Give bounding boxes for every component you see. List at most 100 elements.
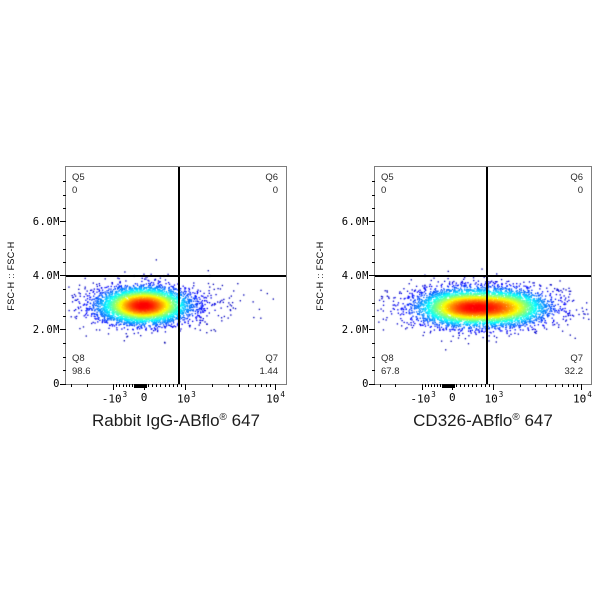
x-axis-title-text: Rabbit IgG-ABflo [91, 411, 220, 430]
flow-plot-isotype-control: 0 2.0M 4.0M 6.0M -103 0 103 104 Q5 0 Q6 0 Q8 98… [6, 166, 287, 430]
y-minor-tick [372, 262, 375, 264]
x-minor-tick [484, 384, 486, 387]
x-minor-tick [561, 384, 563, 387]
y-tick-label: 2.0M [341, 323, 369, 336]
quadrant-value: 0 [577, 185, 583, 196]
y-minor-tick [372, 289, 375, 291]
quadrant-name: Q5 [72, 172, 85, 183]
y-major-tick [369, 275, 375, 277]
x-minor-tick [379, 384, 381, 387]
x-minor-tick [436, 384, 438, 387]
quadrant-gate-horizontal [66, 274, 286, 277]
registered-trademark-symbol: ® [219, 412, 227, 424]
x-tick-label: 104 [573, 390, 592, 406]
x-minor-tick [181, 384, 183, 387]
quadrant-name: Q8 [72, 353, 85, 364]
y-major-tick [60, 329, 66, 331]
quadrant-q6: Q6 0 [265, 171, 278, 197]
x-minor-tick [554, 384, 556, 387]
x-minor-tick [122, 384, 124, 387]
x-minor-tick [427, 384, 429, 387]
y-tick-label: 4.0M [341, 269, 369, 282]
x-minor-tick [160, 384, 162, 387]
x-minor-tick [131, 384, 133, 387]
x-tick-label: -103 [410, 390, 436, 406]
x-minor-tick [480, 384, 482, 387]
x-minor-tick [464, 384, 466, 387]
quadrant-value: 1.44 [259, 366, 279, 377]
quadrant-name: Q8 [381, 353, 394, 364]
x-minor-tick [125, 384, 127, 387]
y-minor-tick [372, 356, 375, 358]
x-minor-tick [172, 384, 174, 387]
y-axis-label: FSC-H :: FSC-H [6, 240, 16, 311]
y-minor-tick [372, 248, 375, 250]
y-major-tick [369, 329, 375, 331]
x-axis-title: Rabbit IgG-ABflo® 647 [26, 411, 326, 431]
x-minor-tick [567, 384, 569, 387]
x-minor-tick [116, 384, 118, 387]
y-major-tick [60, 275, 66, 277]
y-minor-tick [372, 302, 375, 304]
x-minor-tick [535, 384, 537, 387]
quadrant-name: Q7 [570, 353, 583, 364]
x-minor-tick [151, 384, 153, 387]
y-major-tick [60, 221, 66, 223]
y-tick-label: 2.0M [32, 323, 60, 336]
x-axis-title-suffix: 647 [226, 411, 261, 430]
quadrant-q5: Q5 0 [72, 171, 85, 197]
x-minor-tick [239, 384, 241, 387]
x-minor-tick [425, 384, 426, 387]
flow-plot-cd326: 0 2.0M 4.0M 6.0M -103 0 103 104 Q5 0 Q6 0 Q8 67… [315, 166, 592, 430]
quadrant-q7: Q7 1.44 [260, 352, 279, 378]
quadrant-value: 0 [272, 185, 278, 196]
x-minor-tick [488, 384, 490, 387]
x-minor-tick [147, 384, 149, 387]
y-minor-tick [372, 194, 375, 196]
registered-trademark-symbol: ® [512, 412, 520, 424]
x-minor-tick [546, 384, 548, 387]
x-tick-label: 103 [177, 390, 196, 406]
y-minor-tick [63, 316, 66, 317]
y-major-tick [369, 221, 375, 223]
y-minor-tick [63, 262, 66, 264]
y-minor-tick [63, 289, 66, 291]
quadrant-q5: Q5 0 [381, 171, 394, 197]
x-tick-label: 104 [266, 390, 285, 406]
x-tick-label: 0 [140, 391, 148, 404]
y-tick-label: 6.0M [32, 215, 60, 228]
x-axis-title-text: CD326-ABflo [413, 411, 513, 430]
quadrant-name: Q6 [265, 172, 278, 183]
x-dense-tick-cluster [441, 384, 455, 388]
quadrant-q7: Q7 32.2 [565, 352, 584, 378]
quadrant-q8: Q8 67.8 [381, 352, 400, 378]
y-minor-tick [63, 181, 66, 183]
quadrant-value: 0 [72, 185, 78, 196]
y-tick-label: 0 [362, 378, 369, 390]
x-minor-tick [260, 384, 262, 387]
x-minor-tick [430, 384, 432, 387]
x-minor-tick [212, 384, 214, 387]
x-minor-tick [254, 384, 256, 387]
y-minor-tick [372, 343, 375, 344]
x-minor-tick [460, 384, 462, 387]
x-axis-title: CD326-ABflo® 647 [335, 411, 600, 431]
x-axis-title-suffix: 647 [519, 411, 553, 430]
quadrant-value: 0 [381, 185, 387, 196]
x-minor-tick [572, 384, 574, 387]
quadrant-value: 67.8 [381, 366, 400, 377]
y-minor-tick [372, 370, 375, 371]
x-minor-tick [168, 384, 170, 387]
x-major-tick [422, 384, 424, 390]
x-minor-tick [177, 384, 179, 387]
y-minor-tick [372, 208, 375, 210]
x-minor-tick [577, 384, 579, 387]
quadrant-q6: Q6 0 [570, 171, 583, 197]
y-minor-tick [63, 248, 66, 250]
quadrant-name: Q7 [265, 353, 278, 364]
y-minor-tick [63, 235, 66, 237]
x-minor-tick [86, 384, 88, 387]
y-minor-tick [63, 194, 66, 196]
x-minor-tick [164, 384, 166, 387]
y-minor-tick [372, 316, 375, 317]
